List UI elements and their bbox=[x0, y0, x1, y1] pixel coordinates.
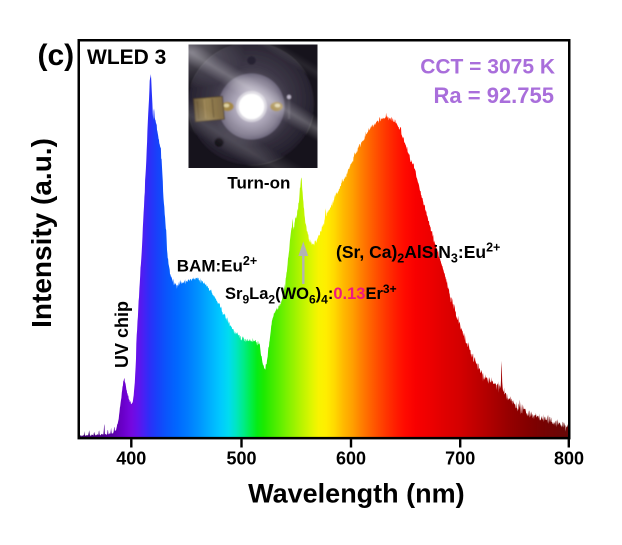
svg-text:UV chip: UV chip bbox=[112, 301, 132, 368]
svg-text:500: 500 bbox=[226, 449, 256, 469]
svg-text:800: 800 bbox=[554, 449, 584, 469]
svg-text:WLED 3: WLED 3 bbox=[87, 46, 166, 69]
svg-text:700: 700 bbox=[445, 449, 475, 469]
svg-text:CCT = 3075 K: CCT = 3075 K bbox=[420, 56, 555, 79]
svg-text:Sr9La2(WO6)4:0.13Er3+: Sr9La2(WO6)4:0.13Er3+ bbox=[225, 282, 397, 307]
svg-text:Ra = 92.755: Ra = 92.755 bbox=[434, 83, 554, 108]
svg-text:BAM:Eu2+: BAM:Eu2+ bbox=[177, 254, 257, 276]
svg-text:Turn-on: Turn-on bbox=[227, 174, 290, 193]
svg-text:(c): (c) bbox=[38, 39, 75, 72]
svg-text:Wavelength (nm): Wavelength (nm) bbox=[248, 479, 465, 509]
svg-text:600: 600 bbox=[336, 449, 366, 469]
svg-text:(Sr, Ca)2AlSiN3:Eu2+: (Sr, Ca)2AlSiN3:Eu2+ bbox=[336, 241, 500, 266]
svg-text:400: 400 bbox=[116, 449, 146, 469]
svg-text:Intensity (a.u.): Intensity (a.u.) bbox=[26, 138, 57, 328]
